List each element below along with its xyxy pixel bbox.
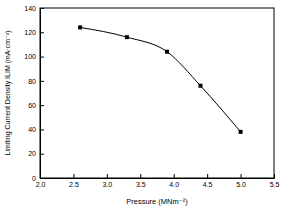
data-point xyxy=(198,84,202,88)
tick-mark xyxy=(241,174,242,178)
tick-label: 5.5 xyxy=(270,181,280,188)
data-point xyxy=(78,25,82,29)
tick-mark xyxy=(140,174,141,178)
tick-label: 120 xyxy=(24,29,36,36)
tick-mark xyxy=(40,178,44,179)
tick: 5.0 xyxy=(236,174,246,188)
data-layer xyxy=(78,25,242,133)
axis-line xyxy=(40,9,41,179)
tick: 120 xyxy=(24,29,44,36)
y-axis-title: Limiting Current Density ILIM (mA·cm⁻²) xyxy=(4,30,12,155)
tick-label: 60 xyxy=(28,102,36,109)
chart: 2.0 2.5 3.0 3.5 4.0 4.5 5.0 5.5 0 20 40 60 80 100 120 1… xyxy=(0,0,282,210)
tick: 2.5 xyxy=(69,174,79,188)
tick-label: 80 xyxy=(28,78,36,85)
tick: 0 xyxy=(32,175,44,182)
data-line xyxy=(80,27,240,131)
tick: 3.0 xyxy=(102,174,112,188)
y-axis: 0 20 40 60 80 100 120 140 xyxy=(24,5,44,182)
tick-label: 4.5 xyxy=(203,181,213,188)
plot: 2.0 2.5 3.0 3.5 4.0 4.5 5.0 5.5 0 20 40 60 80 100 120 1… xyxy=(24,5,279,188)
tick-label: 20 xyxy=(28,150,36,157)
data-point xyxy=(165,50,169,54)
tick-label: 140 xyxy=(24,5,36,12)
axis-line xyxy=(41,178,275,179)
tick: 4.5 xyxy=(203,174,213,188)
x-axis-title: Pressure (MNm⁻²) xyxy=(126,197,188,206)
tick-mark xyxy=(40,57,44,58)
tick: 80 xyxy=(28,78,44,85)
tick-mark xyxy=(274,174,275,178)
tick-label: 3.0 xyxy=(102,181,112,188)
tick-label: 40 xyxy=(28,126,36,133)
plot-frame xyxy=(40,8,274,178)
tick-mark xyxy=(107,174,108,178)
tick-label: 4.0 xyxy=(169,181,179,188)
tick-mark xyxy=(40,8,44,9)
tick-mark xyxy=(40,129,44,130)
tick-label: 3.5 xyxy=(136,181,146,188)
tick-mark xyxy=(174,174,175,178)
tick-label: 0 xyxy=(32,175,36,182)
tick: 20 xyxy=(28,150,44,157)
tick-mark xyxy=(73,174,74,178)
tick: 40 xyxy=(28,126,44,133)
tick-mark xyxy=(40,154,44,155)
tick: 5.5 xyxy=(270,174,280,188)
tick-label: 2.5 xyxy=(69,181,79,188)
data-point xyxy=(239,130,243,134)
data-point xyxy=(125,35,129,39)
tick-label: 100 xyxy=(24,53,36,60)
tick-mark xyxy=(40,32,44,33)
tick-label: 5.0 xyxy=(236,181,246,188)
tick: 140 xyxy=(24,5,44,12)
tick: 4.0 xyxy=(169,174,179,188)
tick-mark xyxy=(40,105,44,106)
tick: 60 xyxy=(28,102,44,109)
x-axis: 2.0 2.5 3.0 3.5 4.0 4.5 5.0 5.5 xyxy=(36,174,280,188)
tick: 3.5 xyxy=(136,174,146,188)
tick-mark xyxy=(207,174,208,178)
tick-mark xyxy=(40,81,44,82)
tick: 100 xyxy=(24,53,44,60)
tick-label: 2.0 xyxy=(36,181,46,188)
